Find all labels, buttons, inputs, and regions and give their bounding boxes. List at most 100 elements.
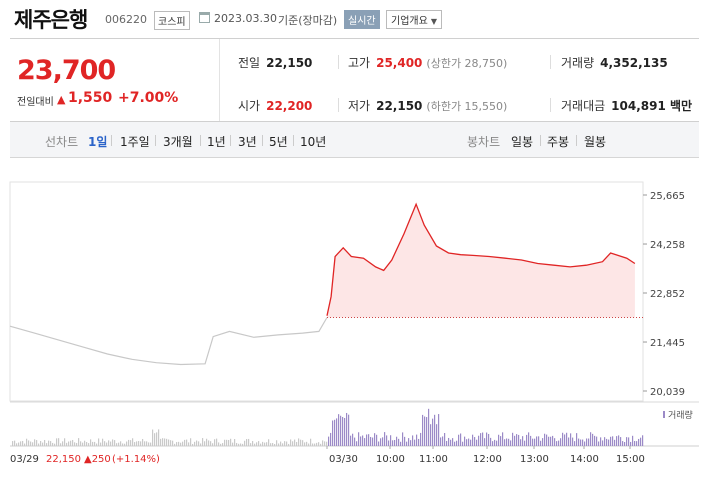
tab-3year[interactable]: 3년 bbox=[238, 135, 257, 149]
stat-volume: 거래량 4,352,135 bbox=[561, 54, 668, 71]
market-badge: 코스피 bbox=[154, 11, 190, 30]
quote-basis: 기준(장마감) bbox=[278, 14, 338, 27]
volume-bar bbox=[56, 438, 58, 446]
volume-bar bbox=[558, 440, 560, 446]
volume-bar bbox=[284, 441, 286, 446]
volume-bar bbox=[376, 434, 378, 446]
volume-bar bbox=[144, 441, 146, 446]
tab-10year[interactable]: 10년 bbox=[300, 135, 327, 149]
volume-bar bbox=[504, 439, 506, 446]
volume-bar bbox=[570, 433, 572, 446]
volume-bar bbox=[474, 437, 476, 446]
volume-bar bbox=[332, 420, 334, 446]
volume-bar bbox=[586, 438, 588, 446]
tab-1day[interactable]: 1일 bbox=[88, 135, 108, 149]
divider bbox=[338, 55, 339, 69]
divider bbox=[200, 135, 201, 146]
volume-bar bbox=[222, 443, 224, 446]
volume-bar bbox=[608, 439, 610, 446]
volume-bar bbox=[210, 441, 212, 446]
volume-bar bbox=[108, 440, 110, 446]
x-tick-label: 14:00 bbox=[570, 454, 599, 465]
volume-bar bbox=[72, 439, 74, 446]
volume-bar bbox=[362, 435, 364, 446]
stat-value: 25,400 bbox=[376, 56, 423, 70]
volume-bar bbox=[124, 443, 126, 446]
volume-bar bbox=[544, 433, 546, 446]
volume-bar bbox=[406, 441, 408, 446]
volume-bar bbox=[430, 424, 432, 446]
volume-bar bbox=[236, 442, 238, 446]
volume-bar bbox=[104, 441, 106, 446]
volume-bar bbox=[442, 436, 444, 446]
volume-bar bbox=[550, 436, 552, 446]
company-overview-dropdown[interactable]: 기업개요 ▼ bbox=[386, 10, 442, 29]
volume-bar bbox=[256, 442, 258, 446]
volume-bar bbox=[630, 441, 632, 446]
volume-bar bbox=[512, 432, 514, 446]
live-button[interactable]: 실시간 bbox=[344, 10, 380, 29]
volume-bar bbox=[514, 435, 516, 446]
volume-bar bbox=[84, 440, 86, 446]
volume-bar bbox=[634, 441, 636, 446]
volume-bar bbox=[476, 439, 478, 446]
volume-bar bbox=[88, 443, 90, 446]
volume-bar bbox=[382, 437, 384, 446]
volume-bar bbox=[148, 442, 150, 446]
volume-bar bbox=[24, 443, 26, 446]
volume-bar bbox=[198, 441, 200, 446]
candle-chart-label: 봉차트 bbox=[467, 135, 501, 149]
volume-bar bbox=[132, 438, 134, 446]
volume-bar bbox=[298, 438, 300, 446]
volume-bar bbox=[372, 437, 374, 446]
tab-1year[interactable]: 1년 bbox=[207, 135, 226, 149]
tab-monthly-candle[interactable]: 월봉 bbox=[584, 135, 607, 149]
volume-bar bbox=[280, 441, 282, 446]
volume-bar bbox=[532, 438, 534, 446]
volume-bar bbox=[162, 438, 164, 446]
volume-bar bbox=[462, 441, 464, 446]
volume-bar bbox=[436, 424, 438, 446]
volume-bar bbox=[240, 443, 242, 446]
price-panel: 23,700 전일대비 ▲ 1,550 +7.00% bbox=[10, 39, 220, 121]
stat-value: 104,891 백만 bbox=[611, 99, 693, 113]
volume-bar bbox=[20, 441, 22, 446]
tab-1week[interactable]: 1주일 bbox=[120, 135, 150, 149]
volume-bar bbox=[636, 441, 638, 446]
volume-bar bbox=[524, 440, 526, 446]
divider bbox=[155, 135, 156, 146]
volume-bar bbox=[612, 436, 614, 446]
volume-bar bbox=[486, 432, 488, 446]
volume-bar bbox=[204, 441, 206, 446]
volume-bar bbox=[632, 435, 634, 446]
volume-bar bbox=[164, 438, 166, 446]
volume-bar bbox=[16, 443, 18, 446]
tab-3month[interactable]: 3개월 bbox=[163, 135, 193, 149]
price-chart[interactable]: 25,665 24,258 22,852 21,445 20,039 거래량 03/30 10… bbox=[0, 170, 709, 479]
tab-5year[interactable]: 5년 bbox=[269, 135, 288, 149]
tab-daily-candle[interactable]: 일봉 bbox=[511, 135, 534, 149]
up-arrow-icon: ▲ bbox=[57, 93, 66, 106]
volume-bar bbox=[22, 440, 24, 446]
volume-bar bbox=[576, 433, 578, 446]
tab-weekly-candle[interactable]: 주봉 bbox=[547, 135, 570, 149]
volume-bar bbox=[354, 437, 356, 446]
volume-bar bbox=[252, 441, 254, 446]
volume-bar bbox=[484, 438, 486, 446]
volume-bar bbox=[348, 414, 350, 446]
volume-bar bbox=[182, 441, 184, 446]
volume-bar bbox=[456, 440, 458, 446]
chart-tab-bar: 선차트 1일 1주일 3개월 1년 3년 5년 10년 봉차트 일봉 주봉 월봉 bbox=[10, 122, 699, 158]
volume-bar bbox=[460, 433, 462, 446]
volume-bar bbox=[32, 442, 34, 446]
stat-upper-limit: (상한가 28,750) bbox=[426, 57, 508, 70]
divider bbox=[338, 98, 339, 112]
volume-bar bbox=[574, 441, 576, 446]
volume-bar bbox=[418, 438, 420, 446]
price-chart-svg: 25,665 24,258 22,852 21,445 20,039 거래량 03/30 10… bbox=[9, 181, 699, 465]
volume-bar bbox=[262, 441, 264, 446]
volume-bar bbox=[260, 443, 262, 446]
volume-bar bbox=[140, 441, 142, 446]
volume-bar bbox=[34, 439, 36, 446]
volume-bar bbox=[480, 433, 482, 446]
